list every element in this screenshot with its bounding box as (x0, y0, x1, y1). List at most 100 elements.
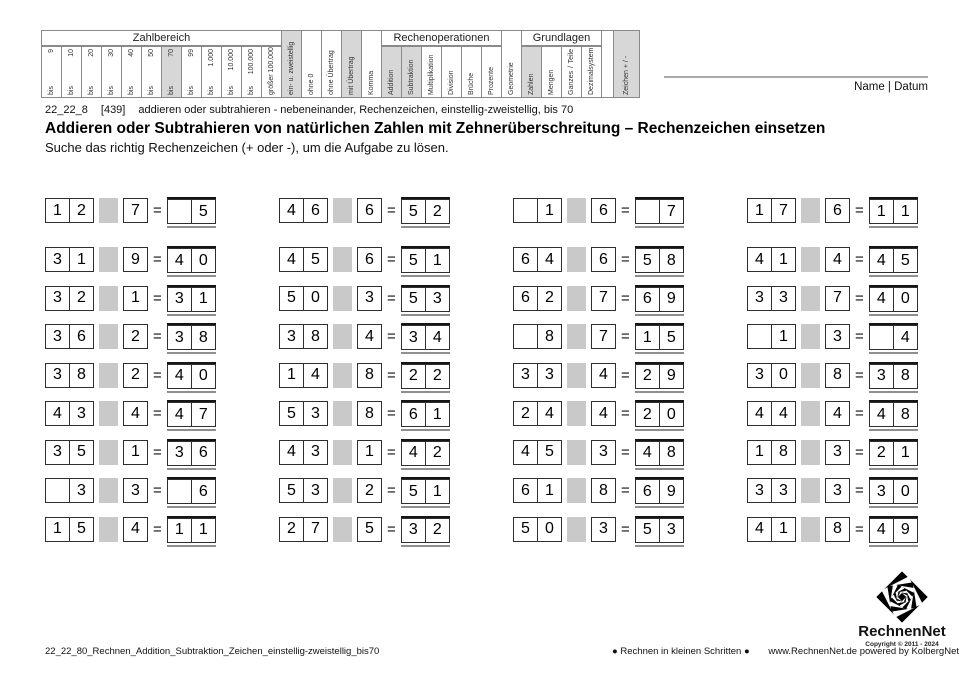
matrix-column-label: bis 40 (127, 49, 135, 95)
result-cell: 5 (634, 517, 660, 543)
result-cell: 0 (892, 479, 918, 504)
matrix-column: bis 9 (41, 46, 62, 98)
result-cell: 3 (424, 286, 450, 312)
operator-box (801, 247, 820, 272)
problem: 4 1 8 = 4 9 (747, 515, 923, 547)
problem: 4 4 4 = 4 8 (747, 400, 923, 431)
digit-cell: 4 (591, 362, 616, 388)
digit-cell: 1 (747, 198, 772, 223)
digit-cell: 4 (303, 362, 328, 388)
problem: 1 6 = 7 (513, 197, 689, 228)
result-cell: 5 (400, 479, 426, 504)
operator-box (333, 247, 352, 272)
matrix-column-label: Mengen (547, 69, 555, 95)
digit-cell: 4 (357, 324, 382, 349)
matrix-column-label: Multiplikation (427, 54, 435, 95)
digit-cell: 7 (303, 516, 328, 542)
equals-sign: = (387, 405, 396, 422)
problem: 3 0 8 = 3 8 (747, 361, 923, 393)
digit-cell: 4 (747, 401, 772, 426)
problem: 3 3 7 = 4 0 (747, 284, 923, 316)
operator-box (99, 362, 118, 388)
equals-sign: = (387, 202, 396, 219)
result-cell (634, 199, 660, 224)
digit-cell: 5 (69, 516, 94, 542)
equals-sign: = (621, 202, 630, 219)
digit-cell: 3 (45, 324, 70, 349)
digit-cell: 3 (45, 247, 70, 272)
result-box: 5 (166, 197, 216, 228)
result-cell: 2 (424, 440, 450, 466)
digit-cell: 3 (279, 324, 304, 349)
digit-cell: 4 (591, 401, 616, 426)
problem-row: 3 3 = 6 5 3 2 = 5 1 6 1 8 = 6 9 3 3 3 = 3 0 (45, 477, 923, 508)
operator-box (333, 285, 352, 311)
digit-cell: 4 (771, 401, 796, 426)
operator-box (801, 362, 820, 388)
equals-sign: = (153, 520, 162, 538)
equals-sign: = (855, 443, 864, 461)
problem: 1 7 6 = 1 1 (747, 197, 923, 228)
problem: 1 8 3 = 2 1 (747, 438, 923, 470)
result-cell: 4 (400, 440, 426, 466)
result-cell (166, 479, 192, 504)
result-cell: 9 (658, 479, 684, 504)
operator-box (99, 401, 118, 426)
result-cell: 9 (658, 286, 684, 312)
result-cell: 3 (166, 286, 192, 312)
digit-cell: 8 (357, 401, 382, 426)
digit-cell: 2 (279, 516, 304, 542)
result-cell: 5 (400, 199, 426, 224)
digit-cell: 1 (123, 439, 148, 465)
matrix-column: Prozente (481, 46, 502, 98)
digit-cell: 3 (303, 439, 328, 465)
digit-cell: 4 (537, 247, 562, 272)
matrix-group-columns: Addition Subtraktion Multiplikation Divisio… (381, 46, 502, 98)
worksheet-ref: [439] (100, 104, 126, 116)
problem: 4 1 4 = 4 5 (747, 246, 923, 277)
digit-cell: 1 (771, 324, 796, 349)
matrix-column: bis 20 (81, 46, 102, 98)
result-cell: 3 (868, 363, 894, 389)
matrix-column-label: Ganzes / Teile (567, 49, 575, 95)
result-cell: 5 (892, 248, 918, 273)
matrix-group: Zahlbereich bis 9 bis 10 bis 20 bis 30 bis 40… (41, 30, 282, 98)
result-cell: 7 (658, 199, 684, 224)
digit-cell: 7 (591, 324, 616, 349)
digit-cell: 3 (303, 478, 328, 503)
equals-sign: = (855, 520, 864, 538)
result-cell: 4 (868, 402, 894, 427)
digit-cell: 5 (537, 439, 562, 465)
problem-row: 1 2 7 = 5 4 6 6 = 5 2 1 6 = 7 1 7 6 = 1 1 (45, 197, 923, 228)
result-cell: 5 (634, 248, 660, 273)
equals-sign: = (621, 405, 630, 422)
problem: 3 2 1 = 3 1 (45, 284, 221, 316)
rechnennet-logo: RechnenNet Copyright © 2011 - 2024 (843, 570, 961, 648)
problem: 3 1 9 = 4 0 (45, 246, 221, 277)
digit-cell (747, 324, 772, 349)
operator-box (99, 478, 118, 503)
problem-row: 3 6 2 = 3 8 3 8 4 = 3 4 8 7 = 1 5 1 3 = 4 (45, 323, 923, 354)
digit-cell: 8 (357, 362, 382, 388)
instructions-text: Suche das richtig Rechenzeichen (+ oder … (45, 140, 449, 155)
digit-cell: 9 (123, 247, 148, 272)
result-cell: 4 (868, 517, 894, 543)
result-cell: 2 (868, 440, 894, 466)
result-cell: 0 (190, 248, 216, 273)
digit-cell: 5 (303, 247, 328, 272)
digit-cell: 5 (357, 516, 382, 542)
digit-cell: 3 (747, 478, 772, 503)
result-cell: 4 (166, 402, 192, 427)
digit-cell: 1 (123, 285, 148, 311)
digit-cell: 8 (537, 324, 562, 349)
digit-cell: 2 (69, 198, 94, 223)
problem: 5 3 2 = 5 1 (279, 477, 455, 508)
